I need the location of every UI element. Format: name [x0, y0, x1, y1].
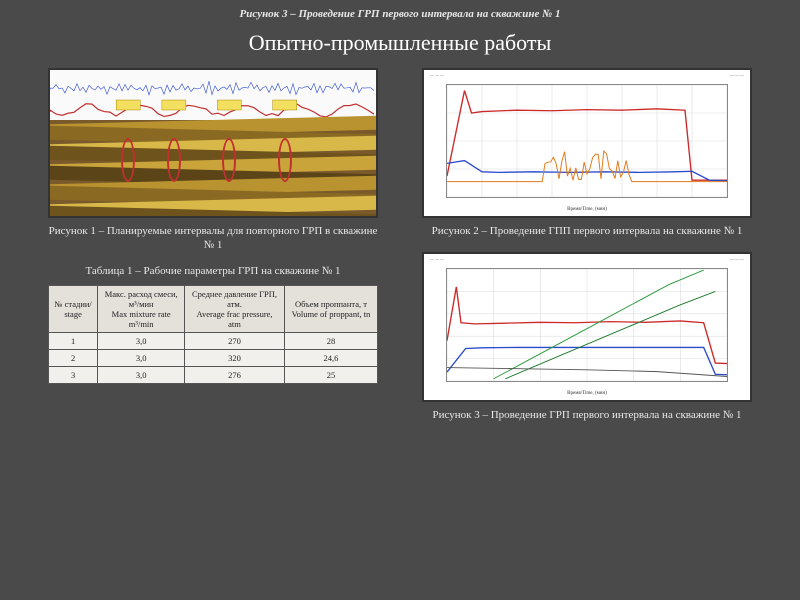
table-cell: 2 [49, 349, 98, 366]
table-cell: 3,0 [98, 366, 185, 383]
figure2-xlabel: Время/Time, (мин) [424, 207, 750, 212]
content-grid: Рисунок 1 – Планируемые интервалы для по… [0, 68, 800, 433]
table-header-cell: Макс. расход смеси,м³/минMax mixture rat… [98, 285, 185, 332]
table-cell: 25 [284, 366, 377, 383]
table-cell: 24,6 [284, 349, 377, 366]
figure1-caption: Рисунок 1 – Планируемые интервалы для по… [48, 224, 378, 253]
table-row: 33,027625 [49, 366, 378, 383]
page-title: Опытно-промышленные работы [0, 24, 800, 68]
figure3-legend-left: — — — [430, 256, 444, 261]
figure3-plot [446, 268, 728, 382]
table-row: 23,032024,6 [49, 349, 378, 366]
header-caption: Рисунок 3 – Проведение ГРП первого интер… [0, 0, 800, 24]
table-cell: 3,0 [98, 332, 185, 349]
figure2: — — — — — — Время/Time, (мин) [422, 68, 752, 218]
figure2-plot [446, 84, 728, 198]
right-column: — — — — — — Время/Time, (мин) Рисунок 2 … [414, 68, 760, 423]
figure2-cell: — — — — — — Время/Time, (мин) Рисунок 2 … [414, 68, 760, 238]
figure2-caption: Рисунок 2 – Проведение ГПП первого интер… [432, 224, 743, 238]
table-cell: 3 [49, 366, 98, 383]
figure2-legend-left: — — — [430, 72, 444, 77]
table-cell: 3,0 [98, 349, 185, 366]
figure3-legend-right: — — — [730, 256, 744, 261]
table-header-cell: № стадии/stage [49, 285, 98, 332]
figure1-top-panel [50, 70, 376, 120]
figure3: — — — — — — Время/Time, (мин) [422, 252, 752, 402]
table-cell: 276 [185, 366, 285, 383]
table-cell: 28 [284, 332, 377, 349]
figure1-cell: Рисунок 1 – Планируемые интервалы для по… [48, 68, 378, 253]
parameters-table: № стадии/stageМакс. расход смеси,м³/минM… [48, 285, 378, 384]
figure3-xlabel: Время/Time, (мин) [424, 391, 750, 396]
figure2-legend-right: — — — [730, 72, 744, 77]
table-caption: Таблица 1 – Рабочие параметры ГРП на скв… [85, 265, 340, 277]
table-header-row: № стадии/stageМакс. расход смеси,м³/минM… [49, 285, 378, 332]
table-header-cell: Среднее давление ГРП,атм.Average frac pr… [185, 285, 285, 332]
figure1-strata [50, 120, 376, 218]
figure3-caption: Рисунок 3 – Проведение ГРП первого интер… [432, 408, 741, 422]
table-cell: 1 [49, 332, 98, 349]
left-column: Рисунок 1 – Планируемые интервалы для по… [40, 68, 386, 423]
table-header-cell: Объем проппанта, тVolume of proppant, tn [284, 285, 377, 332]
table-body: 13,02702823,032024,633,027625 [49, 332, 378, 383]
figure3-cell: — — — — — — Время/Time, (мин) Рисунок 3 … [414, 252, 760, 422]
table-cell: 320 [185, 349, 285, 366]
figure1 [48, 68, 378, 218]
table-row: 13,027028 [49, 332, 378, 349]
table-cell: 270 [185, 332, 285, 349]
